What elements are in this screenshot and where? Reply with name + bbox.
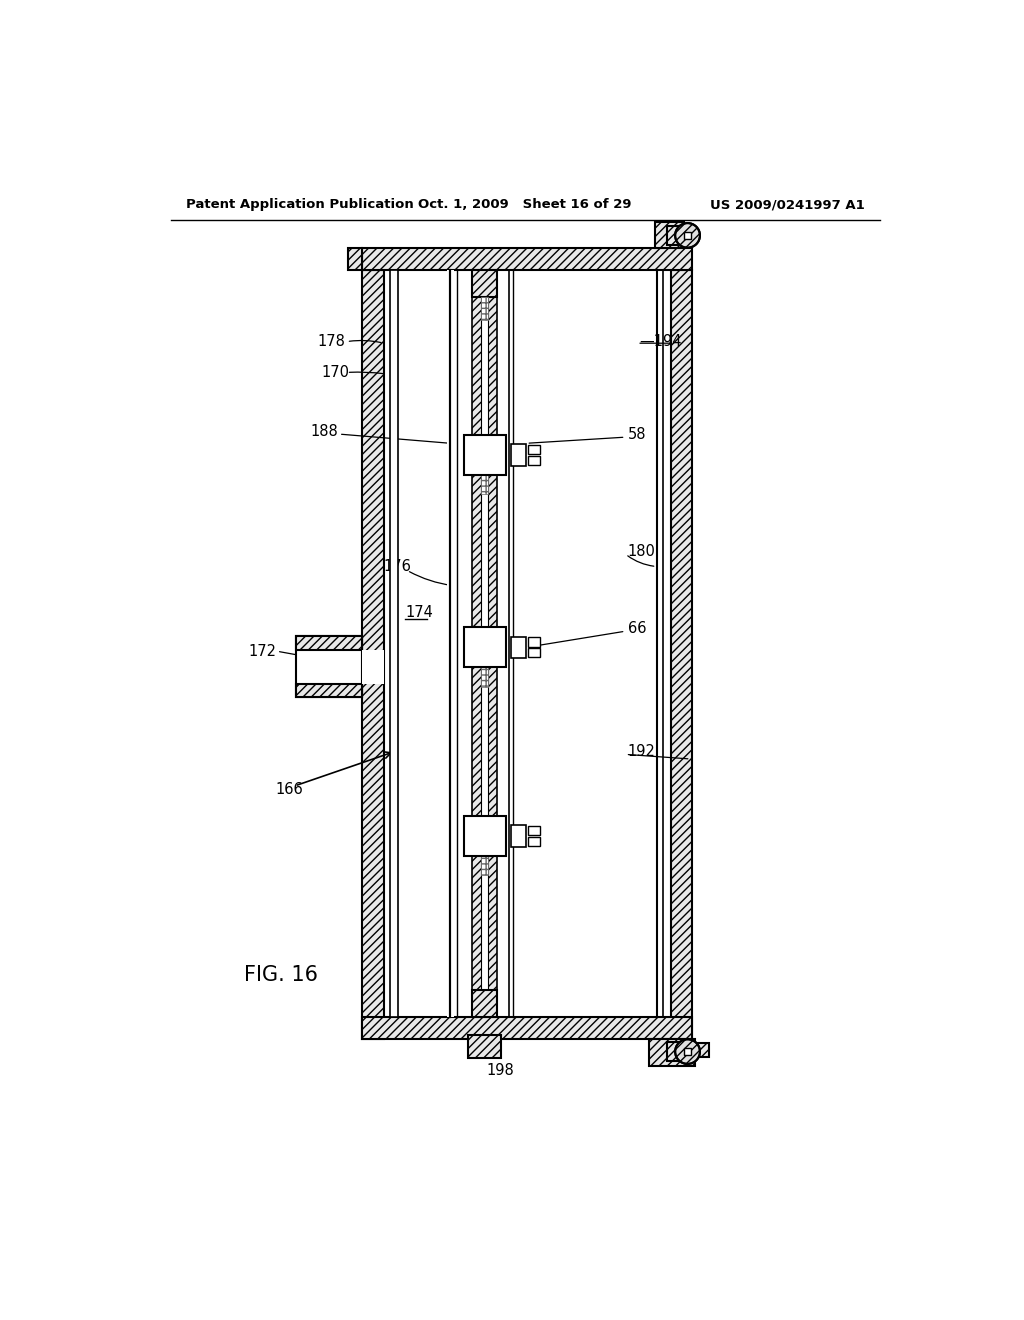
Text: 166: 166 <box>275 783 303 797</box>
Text: —194: —194 <box>640 334 682 350</box>
Bar <box>684 231 691 239</box>
Text: US 2009/0241997 A1: US 2009/0241997 A1 <box>710 198 864 211</box>
Bar <box>362 1016 692 1039</box>
Bar <box>464 816 506 855</box>
Bar <box>362 271 384 1039</box>
Text: 192: 192 <box>628 743 655 759</box>
Text: 180: 180 <box>628 544 655 558</box>
Text: 172: 172 <box>248 644 276 659</box>
Bar <box>528 837 540 846</box>
Bar <box>684 1048 691 1056</box>
Text: 198: 198 <box>486 1063 514 1078</box>
Bar <box>667 226 687 244</box>
Bar <box>695 1043 710 1057</box>
Bar <box>481 855 487 875</box>
Bar <box>481 475 487 494</box>
Bar <box>667 1043 687 1061</box>
Bar <box>464 627 506 668</box>
Bar <box>296 636 362 697</box>
Bar <box>481 297 487 321</box>
Bar <box>472 271 497 297</box>
Bar <box>511 825 526 847</box>
Text: 170: 170 <box>322 364 350 380</box>
Bar <box>296 636 362 649</box>
Bar <box>362 649 384 684</box>
Text: 176: 176 <box>384 558 412 574</box>
Bar <box>472 271 497 1016</box>
Bar <box>671 271 692 1039</box>
Bar <box>649 1039 695 1067</box>
Text: FIG. 16: FIG. 16 <box>245 965 318 985</box>
Bar <box>390 271 397 1016</box>
Bar <box>447 271 454 1016</box>
Bar <box>296 684 362 697</box>
Text: 58: 58 <box>628 426 646 442</box>
Text: 178: 178 <box>317 334 346 350</box>
Bar <box>511 636 526 659</box>
Bar <box>481 275 487 1014</box>
Bar <box>464 434 506 475</box>
Text: 66: 66 <box>628 620 646 636</box>
Bar <box>362 248 692 271</box>
Bar <box>528 826 540 836</box>
Text: Oct. 1, 2009   Sheet 16 of 29: Oct. 1, 2009 Sheet 16 of 29 <box>418 198 632 211</box>
Bar <box>472 271 497 297</box>
Circle shape <box>675 223 700 248</box>
Text: 188: 188 <box>310 424 338 440</box>
Circle shape <box>675 1039 700 1064</box>
Bar <box>384 271 671 1016</box>
Bar <box>348 248 362 271</box>
Bar <box>472 990 497 1016</box>
Bar <box>528 455 540 465</box>
Text: 174: 174 <box>406 605 433 620</box>
Bar <box>481 668 487 686</box>
Bar <box>528 648 540 657</box>
Text: Patent Application Publication: Patent Application Publication <box>186 198 414 211</box>
Bar <box>528 445 540 454</box>
Bar <box>655 222 684 248</box>
Bar <box>511 444 526 466</box>
Bar <box>528 638 540 647</box>
Bar <box>468 1035 501 1057</box>
